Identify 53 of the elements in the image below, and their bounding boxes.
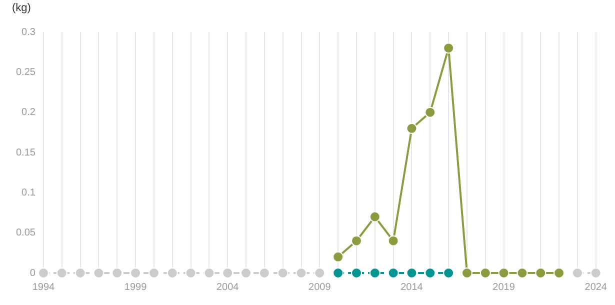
point <box>424 106 436 118</box>
x-tick-label: 2014 <box>400 282 424 293</box>
point <box>277 268 288 278</box>
x-tick-label: 2004 <box>216 282 240 293</box>
point <box>148 268 160 278</box>
point <box>498 268 510 278</box>
point <box>461 268 472 278</box>
point <box>314 268 326 278</box>
x-tick-label: 2019 <box>492 282 516 293</box>
point <box>369 268 380 278</box>
point <box>185 268 196 278</box>
point <box>258 268 270 278</box>
point <box>38 268 49 278</box>
y-tick-label: 0 <box>30 268 36 279</box>
point <box>424 268 436 278</box>
y-tick-label: 0.05 <box>16 228 36 239</box>
point <box>535 268 546 278</box>
point <box>516 268 528 278</box>
point <box>166 268 178 278</box>
point <box>443 42 454 54</box>
point <box>222 268 234 278</box>
point <box>406 122 418 134</box>
point <box>443 268 454 278</box>
point <box>332 251 344 262</box>
point <box>480 268 491 278</box>
point <box>351 268 362 278</box>
point <box>93 268 104 278</box>
y-tick-label: 0.15 <box>16 147 36 158</box>
x-tick-label: 1999 <box>124 282 148 293</box>
y-tick-label: 0.3 <box>22 26 36 38</box>
x-tick-label: 1994 <box>32 282 56 293</box>
point <box>406 268 418 278</box>
point <box>332 268 344 278</box>
point <box>388 268 399 278</box>
x-tick-label: 2024 <box>584 282 608 293</box>
point <box>130 268 142 278</box>
point <box>296 268 307 278</box>
point <box>74 268 86 278</box>
point <box>388 235 399 246</box>
x-tick-label: 2009 <box>308 282 332 293</box>
y-axis-title: (kg) <box>12 2 31 14</box>
point <box>240 268 252 278</box>
y-tick-label: 0.25 <box>16 66 36 78</box>
point <box>351 235 362 246</box>
y-tick-label: 0.2 <box>22 107 36 118</box>
point <box>56 268 68 278</box>
point <box>204 268 215 278</box>
point <box>112 268 123 278</box>
point <box>572 268 583 278</box>
point <box>554 268 565 278</box>
point <box>369 211 380 222</box>
y-tick-label: 0.1 <box>22 187 36 198</box>
point <box>590 268 602 278</box>
